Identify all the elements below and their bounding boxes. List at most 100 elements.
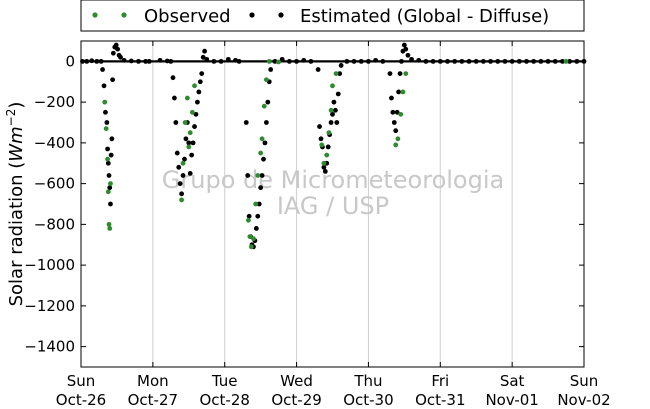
estimated-point	[195, 99, 200, 105]
estimated-point	[157, 57, 163, 63]
estimated-point	[225, 56, 231, 62]
y-axis-label-unit: Wm	[6, 126, 27, 161]
observed-point	[319, 142, 325, 148]
estimated-point	[351, 58, 357, 64]
estimated-point	[325, 144, 331, 150]
estimated-point	[552, 58, 558, 64]
observed-point	[276, 59, 282, 65]
estimated-point	[200, 54, 206, 60]
y-axis-label-prefix: Solar radiation (	[6, 162, 27, 307]
x-tick-label-date: Oct-27	[128, 391, 178, 409]
estimated-point	[373, 57, 379, 63]
legend-marker-observed-2	[121, 12, 127, 18]
points-layer	[80, 42, 587, 250]
observed-point	[186, 144, 192, 150]
y-tick-label: −200	[34, 93, 75, 111]
observed-point	[326, 130, 332, 136]
estimated-point	[146, 58, 152, 64]
estimated-point	[245, 173, 251, 178]
observed-point	[102, 99, 108, 105]
estimated-point	[94, 58, 100, 64]
estimated-point	[261, 156, 266, 162]
observed-point	[105, 189, 111, 195]
y-axis-label-exponent: −2	[4, 109, 18, 127]
estimated-point	[105, 160, 111, 166]
estimated-point	[495, 58, 501, 64]
estimated-point	[403, 46, 409, 52]
estimated-point	[246, 213, 252, 219]
x-tick-label-day: Tue	[211, 372, 238, 390]
estimated-point	[423, 58, 429, 64]
estimated-point	[100, 67, 105, 72]
estimated-point	[331, 99, 337, 105]
observed-point	[107, 226, 113, 231]
estimated-point	[262, 140, 268, 146]
observed-point	[192, 83, 197, 89]
estimated-point	[105, 146, 110, 152]
estimated-point	[263, 120, 269, 125]
estimated-point	[109, 136, 115, 142]
legend-frame	[80, 0, 585, 32]
x-tick-label-day: Sun	[570, 372, 599, 390]
estimated-point	[317, 124, 322, 129]
estimated-point	[286, 58, 292, 64]
estimated-point	[445, 58, 450, 64]
estimated-point	[321, 164, 327, 170]
y-tick-label: −1200	[24, 297, 75, 315]
estimated-point	[401, 42, 407, 48]
estimated-point	[189, 152, 195, 158]
estimated-point	[545, 58, 551, 64]
estimated-point	[294, 58, 299, 64]
estimated-point	[98, 58, 104, 64]
estimated-point	[301, 57, 307, 63]
estimated-point	[196, 89, 202, 95]
observed-point	[395, 136, 401, 142]
x-tick-label-date: Oct-28	[199, 391, 249, 409]
estimated-point	[183, 136, 189, 142]
estimated-point	[318, 136, 324, 142]
observed-point	[108, 181, 113, 187]
observed-point	[403, 71, 409, 76]
estimated-point	[186, 140, 192, 146]
legend-marker-estimated-2	[278, 12, 284, 18]
observed-point	[328, 107, 334, 113]
estimated-point	[202, 48, 207, 54]
estimated-point	[272, 58, 278, 64]
estimated-point	[259, 173, 265, 178]
observed-point	[321, 160, 327, 166]
observed-point	[266, 58, 272, 64]
estimated-point	[509, 58, 515, 64]
estimated-point	[524, 58, 529, 64]
estimated-point	[256, 201, 262, 207]
y-tick-label: −600	[34, 175, 75, 193]
estimated-point	[531, 58, 537, 64]
estimated-point	[279, 56, 285, 62]
x-tick-label-day: Wed	[280, 372, 313, 390]
estimated-point	[332, 107, 338, 113]
estimated-point	[121, 57, 127, 63]
observed-point	[187, 130, 193, 136]
estimated-point	[328, 120, 334, 125]
observed-point	[258, 150, 264, 156]
estimated-point	[168, 58, 174, 64]
x-tick-label-date: Oct-26	[56, 391, 106, 409]
estimated-point	[389, 95, 394, 101]
y-tick-label: −1000	[24, 256, 75, 274]
observed-point	[251, 236, 256, 242]
estimated-point	[192, 124, 197, 129]
estimated-point	[430, 58, 436, 64]
y-axis-label-suffix: )	[6, 102, 27, 109]
observed-point	[398, 111, 404, 117]
observed-point	[184, 95, 190, 101]
estimated-point	[330, 111, 335, 117]
estimated-point	[176, 164, 182, 170]
estimated-point	[366, 58, 371, 64]
estimated-point	[560, 58, 565, 64]
estimated-point	[143, 58, 149, 64]
y-tick-label: −400	[34, 134, 75, 152]
observed-point	[253, 201, 259, 207]
x-tick-label-date: Oct-31	[415, 391, 465, 409]
estimated-point	[322, 169, 328, 174]
x-tick-label-date: Nov-02	[557, 391, 610, 409]
